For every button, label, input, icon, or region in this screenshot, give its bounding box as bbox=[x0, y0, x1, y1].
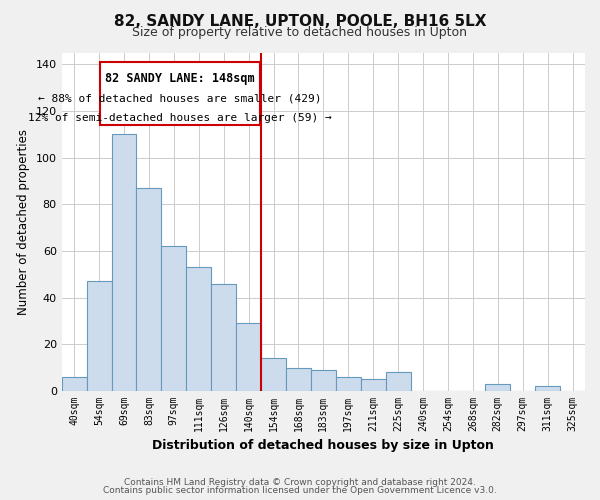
Bar bbox=[485, 384, 510, 391]
Bar bbox=[161, 246, 186, 391]
Text: ← 88% of detached houses are smaller (429): ← 88% of detached houses are smaller (42… bbox=[38, 94, 322, 104]
Bar bbox=[311, 370, 336, 391]
Bar bbox=[62, 377, 86, 391]
Bar bbox=[261, 358, 286, 391]
Text: Contains HM Land Registry data © Crown copyright and database right 2024.: Contains HM Land Registry data © Crown c… bbox=[124, 478, 476, 487]
X-axis label: Distribution of detached houses by size in Upton: Distribution of detached houses by size … bbox=[152, 440, 494, 452]
Bar bbox=[136, 188, 161, 391]
Bar bbox=[86, 282, 112, 391]
Text: Size of property relative to detached houses in Upton: Size of property relative to detached ho… bbox=[133, 26, 467, 39]
Text: 82 SANDY LANE: 148sqm: 82 SANDY LANE: 148sqm bbox=[105, 72, 255, 86]
Bar bbox=[286, 368, 311, 391]
Y-axis label: Number of detached properties: Number of detached properties bbox=[17, 129, 30, 315]
Bar bbox=[386, 372, 410, 391]
Bar bbox=[535, 386, 560, 391]
Bar bbox=[361, 380, 386, 391]
Text: 12% of semi-detached houses are larger (59) →: 12% of semi-detached houses are larger (… bbox=[28, 113, 332, 123]
Bar bbox=[100, 62, 260, 125]
Bar bbox=[112, 134, 136, 391]
Bar bbox=[236, 324, 261, 391]
Bar bbox=[211, 284, 236, 391]
Bar bbox=[186, 268, 211, 391]
Text: Contains public sector information licensed under the Open Government Licence v3: Contains public sector information licen… bbox=[103, 486, 497, 495]
Bar bbox=[336, 377, 361, 391]
Text: 82, SANDY LANE, UPTON, POOLE, BH16 5LX: 82, SANDY LANE, UPTON, POOLE, BH16 5LX bbox=[114, 14, 486, 29]
